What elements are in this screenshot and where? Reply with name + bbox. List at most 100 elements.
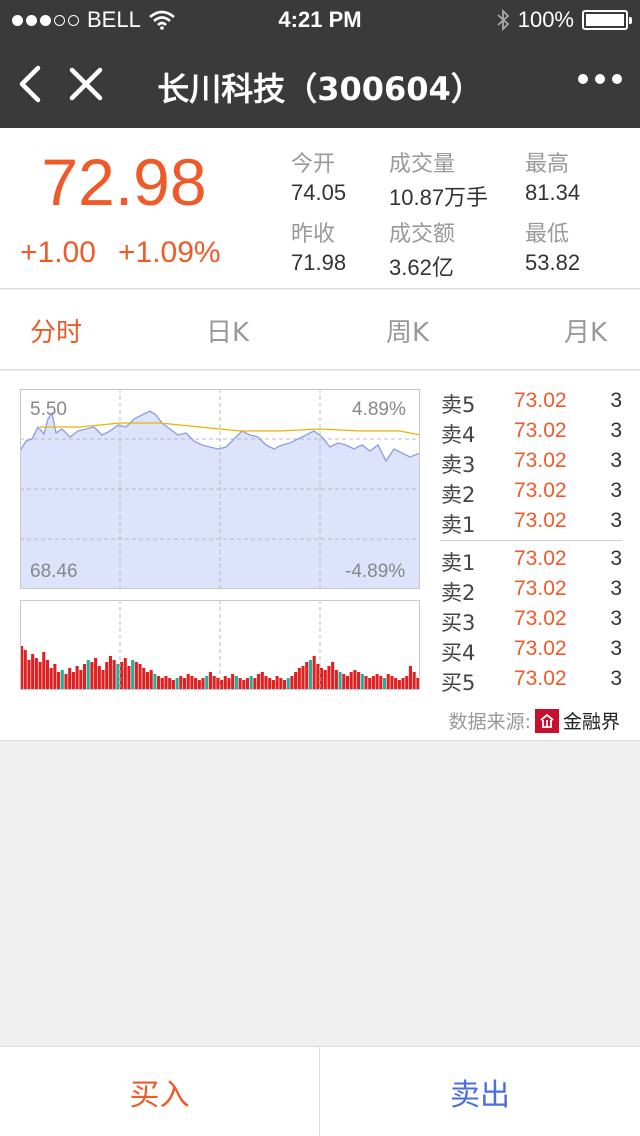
- tab-monthly-k[interactable]: 月K: [564, 318, 608, 348]
- stat-label: 最低: [525, 222, 570, 247]
- bluetooth-icon: [497, 9, 510, 31]
- volume-bar: [45, 660, 50, 690]
- bid-row: 买5 73.02 3: [440, 665, 622, 695]
- volume-bar: [245, 678, 250, 690]
- ask-row: 卖2 73.02 3: [440, 477, 622, 507]
- tab-intraday[interactable]: 分时: [30, 318, 83, 348]
- volume-bar: [171, 680, 175, 690]
- volume-bar: [101, 670, 105, 690]
- volume-bar: [338, 672, 342, 690]
- volume-bar: [108, 656, 112, 690]
- volume-bar: [342, 674, 346, 690]
- back-chevron-icon[interactable]: [14, 64, 50, 104]
- tab-weekly-k[interactable]: 周K: [386, 318, 430, 348]
- volume-bar: [394, 678, 398, 690]
- volume-bar: [120, 662, 124, 690]
- quantity: 3: [610, 479, 622, 502]
- quantity: 3: [610, 389, 622, 412]
- battery-icon: [582, 10, 632, 30]
- stat-value: 74.05: [291, 180, 347, 205]
- price: 73.02: [514, 509, 567, 532]
- page-title: 长川科技（300604）: [157, 70, 483, 108]
- volume-bar: [116, 664, 120, 690]
- stat-label: 今开: [291, 152, 336, 177]
- side-label: 卖2: [441, 581, 476, 605]
- volume-bar: [175, 678, 179, 690]
- volume-bar: [97, 666, 101, 690]
- order-book-divider: [440, 540, 622, 541]
- volume-bar: [179, 676, 183, 690]
- volume-bar: [153, 674, 157, 690]
- volume-bar: [86, 660, 90, 690]
- volume-chart[interactable]: [20, 600, 420, 690]
- volume-bar: [353, 670, 357, 690]
- stat-label: 成交额: [389, 222, 456, 247]
- volume-bar: [412, 672, 416, 690]
- volume-bar: [34, 658, 38, 690]
- bid-row: 买3 73.02 3: [440, 605, 622, 635]
- volume-bar: [157, 676, 161, 690]
- intraday-price-chart[interactable]: [20, 389, 420, 589]
- source-name: 金融界: [562, 711, 620, 733]
- ask-row: 卖3 73.02 3: [440, 447, 622, 477]
- quantity: 3: [610, 509, 622, 532]
- volume-bar: [253, 678, 257, 690]
- y-max-label: 5.50: [30, 399, 67, 420]
- stat-low: 最低 53.82: [525, 216, 580, 276]
- volume-bar: [223, 676, 227, 690]
- wifi-icon: [148, 10, 175, 30]
- volume-bar: [360, 674, 364, 690]
- volume-bar: [320, 668, 324, 690]
- volume-bar: [182, 678, 187, 690]
- quantity: 3: [610, 449, 622, 472]
- ask-row: 卖5 73.02 3: [440, 387, 622, 417]
- volume-bar: [79, 670, 83, 690]
- volume-bar: [201, 678, 205, 690]
- volume-bar: [312, 656, 316, 690]
- source-label: 数据来源:: [448, 711, 531, 733]
- volume-bar: [349, 672, 353, 690]
- volume-bar: [194, 678, 198, 690]
- price: 73.02: [514, 547, 567, 570]
- price-change-percent: +1.09%: [118, 236, 221, 269]
- volume-bar: [368, 678, 372, 690]
- volume-bar: [23, 650, 27, 690]
- volume-bar: [375, 674, 379, 690]
- volume-bar: [416, 678, 420, 690]
- more-options-icon[interactable]: [578, 74, 622, 84]
- quantity: 3: [610, 577, 622, 600]
- stat-value: 3.62亿: [389, 255, 454, 280]
- volume-bars: [20, 646, 420, 690]
- price: 73.02: [514, 389, 567, 412]
- volume-bar: [64, 674, 68, 690]
- stat-high: 最高 81.34: [525, 146, 580, 206]
- price-line: [20, 410, 420, 463]
- volume-bar: [27, 660, 31, 690]
- quantity: 3: [610, 419, 622, 442]
- volume-bar: [145, 672, 150, 690]
- tab-daily-k[interactable]: 日K: [206, 318, 250, 348]
- stat-label: 昨收: [291, 222, 336, 247]
- volume-bar: [264, 676, 268, 690]
- side-label: 卖4: [441, 423, 476, 447]
- volume-bar: [208, 672, 212, 690]
- close-icon[interactable]: [66, 64, 106, 104]
- quantity: 3: [610, 547, 622, 570]
- price: 73.02: [514, 637, 567, 660]
- volume-bar: [331, 662, 335, 690]
- volume-bar: [408, 666, 412, 690]
- volume-bar: [397, 680, 401, 690]
- stat-value: 10.87万手: [389, 185, 489, 210]
- quantity: 3: [610, 667, 622, 690]
- volume-bar: [20, 646, 24, 690]
- chart-border: [20, 600, 420, 690]
- volume-bar: [345, 676, 350, 690]
- volume-bar: [149, 670, 153, 690]
- order-book: 卖5 73.02 3 卖4 73.02 3 卖3 73.02 3 卖2 73.02 3 卖1 73…: [440, 387, 622, 695]
- volume-bar: [238, 678, 242, 690]
- sell-button[interactable]: 卖出: [450, 1078, 510, 1113]
- data-source: 数据来源: 金融界: [449, 707, 620, 734]
- buy-button[interactable]: 买入: [0, 1047, 320, 1136]
- pct-min-label: -4.89%: [345, 561, 406, 582]
- side-label: 买5: [441, 671, 476, 695]
